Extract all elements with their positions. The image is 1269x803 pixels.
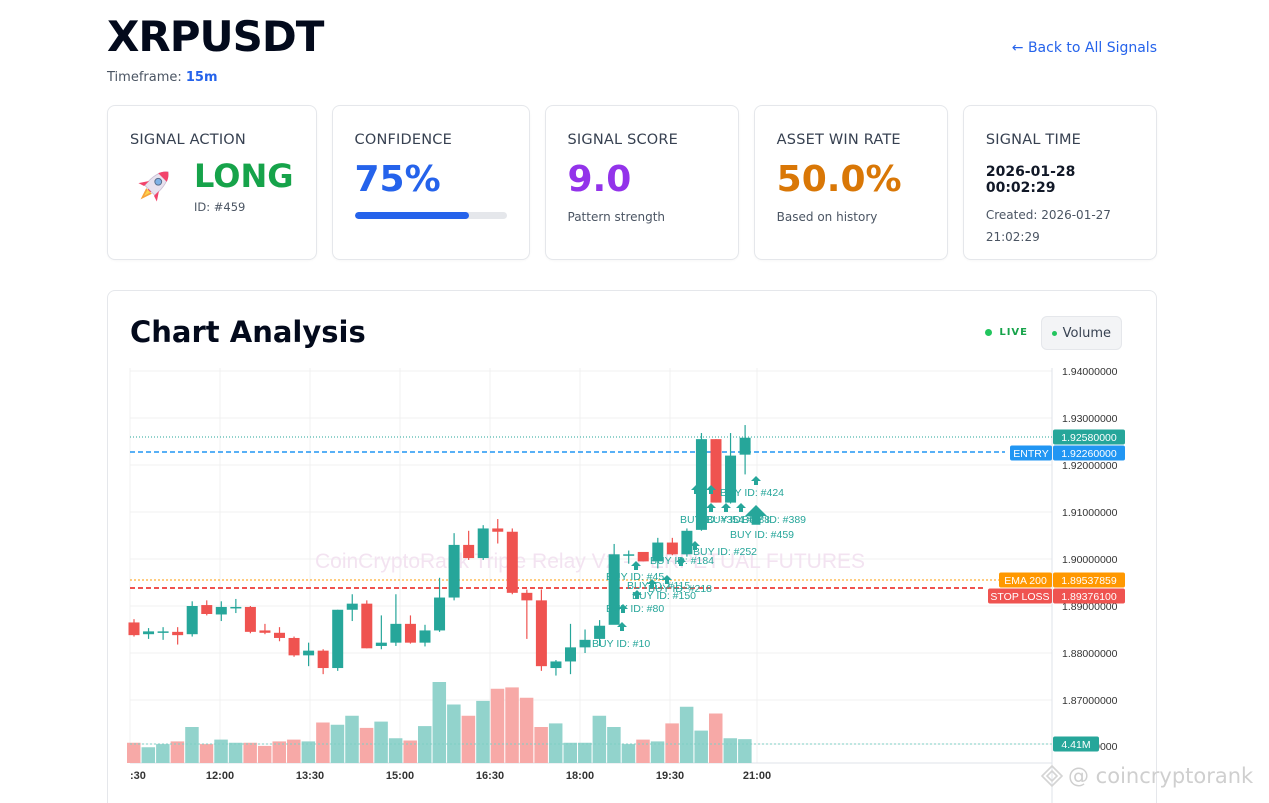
rocket-icon [138, 171, 169, 202]
diamond-logo-icon [1040, 764, 1064, 788]
page-header: XRPUSDT Timeframe: 15m ← Back to All Sig… [107, 12, 1157, 92]
created-time: 21:02:29 [985, 230, 1040, 244]
win-rate-value: 50.0% [776, 159, 902, 200]
volume-label: Volume [1062, 325, 1111, 341]
signal-score-sub: Pattern strength [567, 210, 666, 224]
live-indicator: LIVE [985, 327, 1028, 338]
back-to-signals-link[interactable]: ← Back to All Signals [1011, 40, 1157, 56]
card-label: ASSET WIN RATE [776, 132, 901, 148]
card-confidence: CONFIDENCE 75% [331, 105, 530, 260]
signal-score-value: 9.0 [567, 159, 632, 200]
card-label: SIGNAL TIME [985, 132, 1082, 148]
timeframe-label: Timeframe: [107, 70, 186, 85]
chart-card: Chart Analysis LIVE Volume [107, 290, 1157, 803]
card-signal-score: SIGNAL SCORE 9.0 Pattern strength [544, 105, 739, 260]
confidence-progress-fill [354, 212, 469, 219]
card-signal-action: SIGNAL ACTION LONG ID: #459 [107, 105, 317, 260]
chart-title: Chart Analysis [130, 315, 366, 349]
card-win-rate: ASSET WIN RATE 50.0% Based on history [753, 105, 948, 260]
card-label: SIGNAL ACTION [130, 132, 246, 148]
stat-cards: SIGNAL ACTION LONG ID: #459 CO [107, 105, 1158, 260]
signal-id: ID: #459 [194, 200, 246, 214]
page-title: XRPUSDT [107, 12, 324, 61]
signal-action-value: LONG [194, 157, 294, 195]
win-rate-sub: Based on history [776, 210, 878, 224]
timeframe: Timeframe: 15m [107, 70, 1157, 85]
card-label: CONFIDENCE [354, 132, 452, 148]
volume-dot-icon [1051, 330, 1057, 336]
volume-toggle-button[interactable]: Volume [1040, 316, 1122, 350]
card-signal-time: SIGNAL TIME 2026-01-28 00:02:29 Created:… [962, 105, 1158, 260]
signal-created: Created: 2026-01-27 21:02:29 [986, 204, 1134, 248]
signal-time-value: 2026-01-28 00:02:29 [985, 164, 1076, 196]
confidence-progress-bar [354, 212, 507, 219]
timeframe-value: 15m [185, 70, 218, 85]
watermark-text: @ coincryptorank [1068, 764, 1254, 788]
footer-watermark: @ coincryptorank [1040, 764, 1253, 788]
live-label: LIVE [999, 327, 1028, 338]
card-label: SIGNAL SCORE [567, 132, 679, 148]
live-dot-icon [985, 329, 993, 336]
confidence-value: 75% [354, 159, 441, 200]
created-date: Created: 2026-01-27 [985, 208, 1111, 222]
